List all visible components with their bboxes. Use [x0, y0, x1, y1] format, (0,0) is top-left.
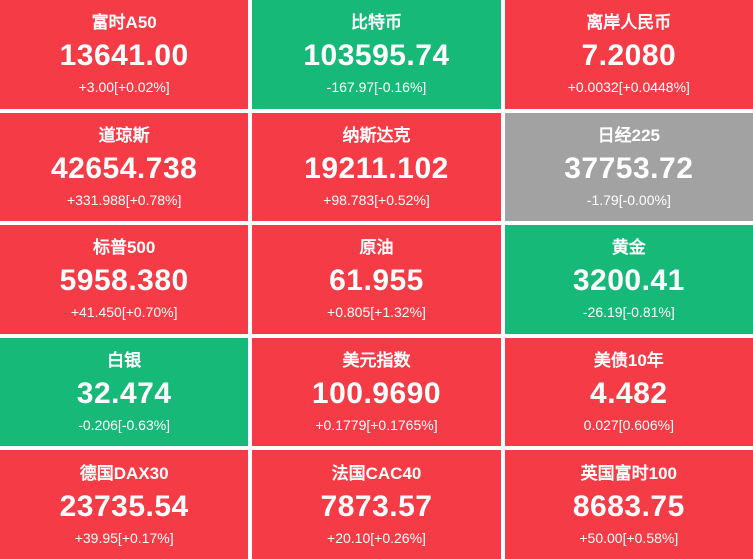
tile-value: 7873.57	[320, 489, 433, 523]
market-tile[interactable]: 美元指数 100.9690 +0.1779[+0.1765%]	[252, 337, 501, 447]
tile-title: 比特币	[350, 13, 402, 33]
tile-value: 7.2080	[581, 39, 677, 73]
tile-change: +331.988[+0.78%]	[66, 191, 182, 208]
tile-title: 法国CAC40	[331, 463, 422, 483]
market-tile[interactable]: 道琼斯 42654.738 +331.988[+0.78%]	[0, 112, 249, 222]
market-tile[interactable]: 原油 61.955 +0.805[+1.32%]	[252, 225, 501, 334]
tile-change: -26.19[-0.81%]	[582, 304, 675, 321]
tile-value: 23735.54	[59, 489, 189, 523]
market-tile[interactable]: 富时A50 13641.00 +3.00[+0.02%]	[0, 0, 249, 109]
tile-change: -1.79[-0.00%]	[586, 191, 671, 208]
market-tile[interactable]: 比特币 103595.74 -167.97[-0.16%]	[252, 0, 501, 109]
tile-change: +98.783[+0.52%]	[323, 191, 430, 208]
market-tile[interactable]: 法国CAC40 7873.57 +20.10[+0.26%]	[252, 450, 501, 559]
tile-title: 德国DAX30	[79, 463, 169, 483]
tile-value: 19211.102	[304, 151, 449, 185]
tile-change: +41.450[+0.70%]	[70, 304, 178, 321]
tile-change: +0.1779[+0.1765%]	[315, 417, 438, 434]
tile-value: 100.9690	[311, 377, 442, 411]
tile-title: 黄金	[611, 238, 646, 258]
tile-value: 32.474	[76, 377, 172, 411]
tile-title: 离岸人民币	[586, 13, 672, 33]
market-tile[interactable]: 英国富时100 8683.75 +50.00[+0.58%]	[504, 450, 753, 559]
tile-value: 13641.00	[59, 39, 189, 73]
tile-value: 4.482	[590, 377, 668, 411]
tile-change: +39.95[+0.17%]	[74, 529, 174, 546]
tile-title: 标普500	[92, 238, 156, 258]
tile-title: 日经225	[597, 125, 660, 145]
tile-change: 0.027[0.606%]	[583, 417, 674, 434]
tile-value: 42654.738	[51, 151, 198, 185]
tile-title: 美债10年	[593, 351, 664, 371]
tile-change: +3.00[+0.02%]	[78, 79, 170, 96]
tile-value: 5958.380	[59, 264, 189, 298]
tile-title: 英国富时100	[580, 463, 677, 483]
tile-title: 美元指数	[342, 351, 411, 371]
tile-change: +50.00[+0.58%]	[579, 529, 679, 546]
tile-value: 61.955	[329, 264, 424, 298]
tile-title: 纳斯达克	[342, 125, 411, 145]
market-tile[interactable]: 德国DAX30 23735.54 +39.95[+0.17%]	[0, 450, 249, 559]
market-tile[interactable]: 纳斯达克 19211.102 +98.783[+0.52%]	[252, 112, 501, 222]
tile-title: 道琼斯	[98, 125, 150, 145]
market-tile[interactable]: 离岸人民币 7.2080 +0.0032[+0.0448%]	[504, 0, 753, 109]
market-tile[interactable]: 标普500 5958.380 +41.450[+0.70%]	[0, 225, 249, 334]
market-tile[interactable]: 黄金 3200.41 -26.19[-0.81%]	[504, 225, 753, 334]
tile-change: +0.0032[+0.0448%]	[567, 79, 690, 96]
tile-value: 103595.74	[303, 39, 450, 73]
tile-title: 原油	[359, 238, 394, 258]
tile-change: -167.97[-0.16%]	[326, 79, 427, 96]
tile-value: 3200.41	[572, 264, 685, 298]
tile-value: 8683.75	[572, 489, 685, 523]
market-tile[interactable]: 日经225 37753.72 -1.79[-0.00%]	[504, 112, 753, 222]
tile-value: 37753.72	[564, 151, 694, 185]
tile-title: 白银	[107, 351, 142, 371]
tile-change: +0.805[+1.32%]	[327, 304, 426, 321]
tile-change: -0.206[-0.63%]	[78, 417, 171, 434]
market-tile[interactable]: 白银 32.474 -0.206[-0.63%]	[0, 337, 249, 447]
tile-title: 富时A50	[91, 13, 157, 33]
market-tile[interactable]: 美债10年 4.482 0.027[0.606%]	[504, 337, 753, 447]
tile-change: +20.10[+0.26%]	[327, 529, 426, 546]
